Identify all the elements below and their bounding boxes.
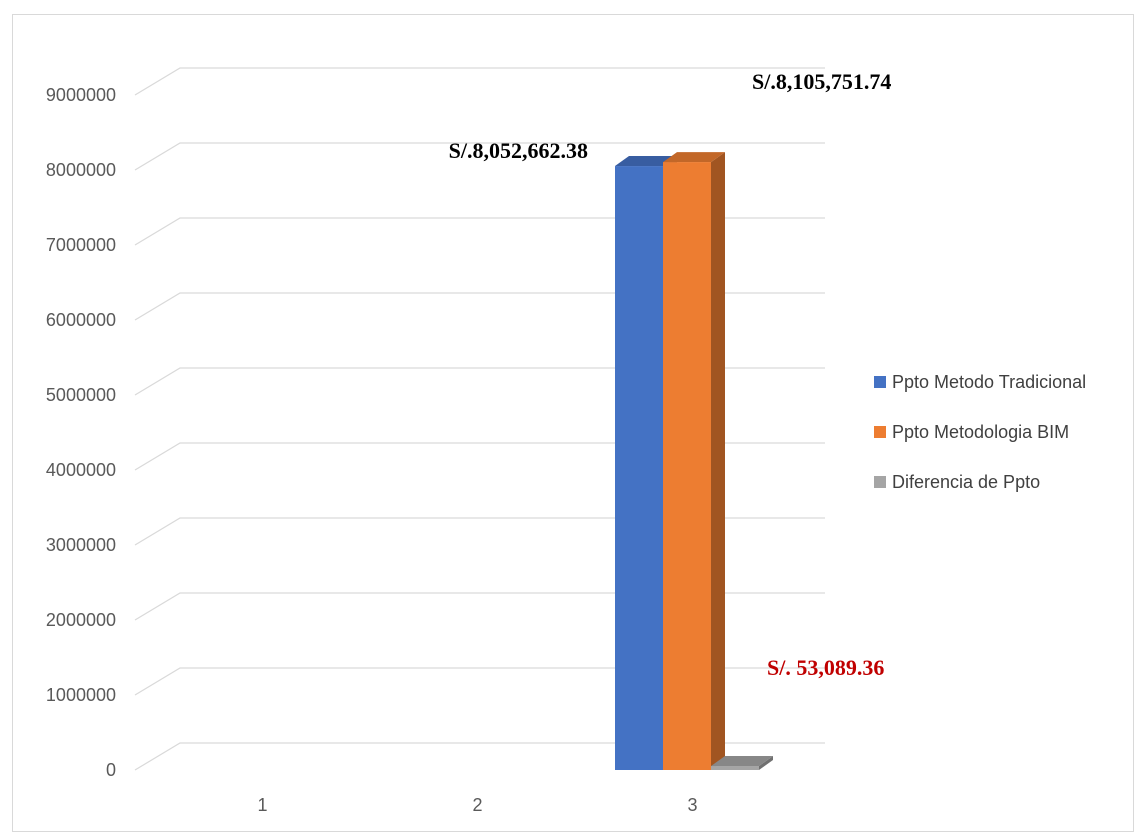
bar-side xyxy=(711,152,725,771)
gridline xyxy=(134,367,825,396)
y-tick-label: 7000000 xyxy=(46,235,116,255)
legend: Ppto Metodo Tradicional Ppto Metodologia… xyxy=(874,370,1086,520)
y-tick-label: 2000000 xyxy=(46,610,116,630)
bar-front xyxy=(663,162,711,771)
gridline xyxy=(134,742,825,771)
gridline xyxy=(134,442,825,471)
bars xyxy=(615,152,773,771)
gridline xyxy=(134,667,825,696)
legend-swatch-diferencia xyxy=(874,476,886,488)
legend-label-diferencia: Diferencia de Ppto xyxy=(892,471,1041,492)
bar-top xyxy=(615,156,677,167)
y-tick-label: 8000000 xyxy=(46,160,116,180)
gridline xyxy=(134,592,825,621)
data-label-tradicional: S/.8,052,662.38 xyxy=(449,138,588,163)
y-tick-label: 0 xyxy=(106,760,116,780)
gridline xyxy=(134,67,825,96)
x-axis-ticks: 1 2 3 xyxy=(257,795,697,815)
x-tick-label: 3 xyxy=(687,795,697,815)
y-axis-ticks: 0 1000000 2000000 3000000 4000000 5000000 6000… xyxy=(46,85,116,780)
data-label-bim: S/.8,105,751.74 xyxy=(752,69,891,94)
gridline xyxy=(134,217,825,246)
y-tick-label: 1000000 xyxy=(46,685,116,705)
bar-top xyxy=(663,152,725,163)
legend-item-bim: Ppto Metodologia BIM xyxy=(874,420,1086,444)
bar xyxy=(711,756,773,770)
y-tick-label: 3000000 xyxy=(46,535,116,555)
legend-label-tradicional: Ppto Metodo Tradicional xyxy=(892,371,1087,392)
bar-front xyxy=(615,166,663,771)
legend-swatch-bim xyxy=(874,426,886,438)
bar-front xyxy=(711,766,759,770)
y-tick-label: 4000000 xyxy=(46,460,116,480)
gridline xyxy=(134,292,825,321)
y-tick-label: 6000000 xyxy=(46,310,116,330)
gridline xyxy=(134,517,825,546)
bar-top xyxy=(711,756,773,767)
legend-item-diferencia: Diferencia de Ppto xyxy=(874,470,1086,494)
chart-frame xyxy=(12,14,1134,832)
legend-swatch-tradicional xyxy=(874,376,886,388)
y-tick-label: 5000000 xyxy=(46,385,116,405)
x-tick-label: 2 xyxy=(472,795,482,815)
bar xyxy=(663,152,725,771)
gridlines xyxy=(134,67,825,771)
legend-label-bim: Ppto Metodologia BIM xyxy=(892,421,1070,442)
bar-side xyxy=(759,756,773,770)
x-tick-label: 1 xyxy=(257,795,267,815)
y-tick-label: 9000000 xyxy=(46,85,116,105)
legend-item-tradicional: Ppto Metodo Tradicional xyxy=(874,370,1086,394)
gridline xyxy=(134,142,825,171)
data-label-diferencia: S/. 53,089.36 xyxy=(767,655,884,680)
